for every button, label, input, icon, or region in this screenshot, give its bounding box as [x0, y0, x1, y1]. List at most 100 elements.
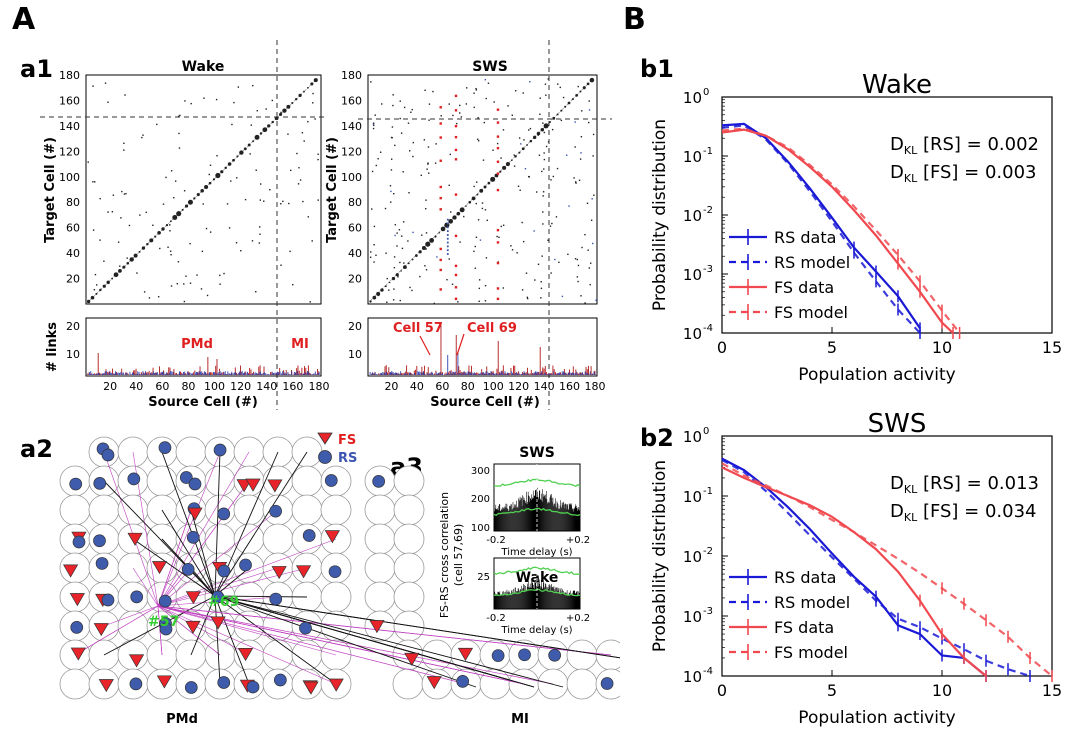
diag-dot: [452, 215, 457, 220]
correlogram-bar: [560, 589, 561, 609]
correlogram-bar: [561, 592, 562, 609]
correlogram-bar: [507, 595, 508, 609]
link-bar-blue: [537, 371, 539, 375]
link-dot: [543, 158, 546, 161]
correlogram-bar: [506, 503, 508, 531]
correlogram-bar: [518, 588, 519, 609]
ytick-exp: -1: [703, 486, 713, 497]
diag-dot: [279, 112, 283, 116]
link-dot: [94, 273, 97, 276]
link-dot: [502, 287, 505, 289]
link-bar-blue: [493, 373, 494, 375]
link-bar-red: [407, 372, 409, 375]
link-bar-blue: [119, 372, 120, 375]
diag-dot: [418, 250, 422, 254]
link-bar-red: [247, 373, 249, 375]
correlogram-bar: [530, 500, 532, 531]
diag-dot: [95, 292, 98, 295]
diag-dot: [282, 108, 287, 113]
link-dot: [550, 179, 552, 181]
diag-dot: [307, 86, 309, 89]
xtick-80: 80: [181, 380, 195, 393]
fs-neuron: [328, 678, 344, 692]
array-neurons: [62, 441, 614, 695]
rs-neuron: [302, 529, 316, 542]
link-dot: [543, 131, 546, 134]
link-bar-blue: [189, 372, 191, 375]
electrode-circle: [566, 668, 598, 700]
link-bar-blue: [265, 373, 267, 375]
correlogram-bar: [511, 590, 512, 609]
link-dot: [93, 289, 96, 291]
correlogram-bar: [568, 503, 570, 531]
link-bar-blue: [463, 371, 465, 375]
link-dot: [251, 240, 254, 242]
correlogram-bar: [537, 581, 539, 609]
correlogram-bar: [524, 585, 525, 609]
red-link-dot: [439, 136, 442, 139]
correlogram-bar: [558, 509, 560, 531]
link-bar-red: [542, 367, 544, 375]
correlogram-bar: [526, 503, 528, 531]
correlogram-bar: [498, 510, 500, 531]
link-dot: [425, 199, 427, 201]
correlogram-bar: [528, 581, 529, 609]
correlogram-bar: [568, 592, 570, 609]
link-bar-blue: [383, 372, 385, 375]
link-bar-red: [416, 365, 418, 375]
link-bar-red: [477, 372, 479, 375]
link-bar-blue: [231, 371, 233, 375]
diag-dot: [102, 284, 106, 288]
cell57-marker-label: #57: [148, 614, 179, 630]
connection-line: [190, 509, 216, 597]
link-bar-blue: [305, 373, 307, 375]
link-dot: [288, 202, 290, 205]
correlogram-bar: [521, 585, 522, 609]
fs-neuron: [98, 679, 114, 693]
electrode-circle: [204, 465, 236, 497]
link-dot: [513, 154, 515, 156]
link-dot: [298, 167, 300, 169]
blue-link-dot: [446, 237, 449, 240]
link-dot: [201, 250, 204, 253]
link-dot: [177, 115, 180, 118]
link-dot: [374, 114, 376, 116]
link-dot: [449, 153, 452, 156]
correlogram-bar: [549, 497, 551, 531]
correlogram-bar: [546, 491, 547, 531]
link-bar-blue: [171, 371, 173, 375]
link-dot: [482, 159, 485, 161]
link-dot: [401, 247, 404, 250]
correlogram-bar: [504, 594, 505, 609]
red-link-dot: [454, 273, 458, 277]
connection-line: [103, 605, 159, 627]
link-bar-red: [594, 370, 596, 375]
link-bar-blue: [240, 371, 242, 375]
correlogram-bar: [532, 490, 534, 531]
link-dot: [519, 189, 521, 191]
sws-title: SWS: [472, 59, 508, 75]
correlogram-bar: [544, 588, 545, 609]
link-bar-red: [412, 374, 414, 375]
correlogram-bar: [534, 582, 536, 609]
link-bar-blue: [504, 371, 506, 375]
link-bar-blue: [500, 371, 502, 375]
link-dot: [473, 106, 475, 109]
plot-frame: [721, 435, 1053, 677]
link-dot: [255, 169, 257, 171]
link-dot: [543, 152, 545, 154]
correlogram-bar: [528, 586, 530, 609]
link-dot: [448, 258, 450, 260]
a3-sws-title: SWS: [519, 445, 555, 461]
link-bar-blue: [220, 372, 222, 375]
link-dot: [369, 256, 372, 259]
link-bar-blue: [536, 371, 538, 375]
link-dot: [196, 274, 198, 276]
link-dot: [373, 244, 375, 246]
legend-label: FS data: [774, 618, 834, 637]
blue-link-dot: [446, 226, 449, 229]
link-dot: [473, 92, 475, 94]
red-link-dot: [496, 228, 500, 232]
diag-dot: [510, 159, 513, 162]
